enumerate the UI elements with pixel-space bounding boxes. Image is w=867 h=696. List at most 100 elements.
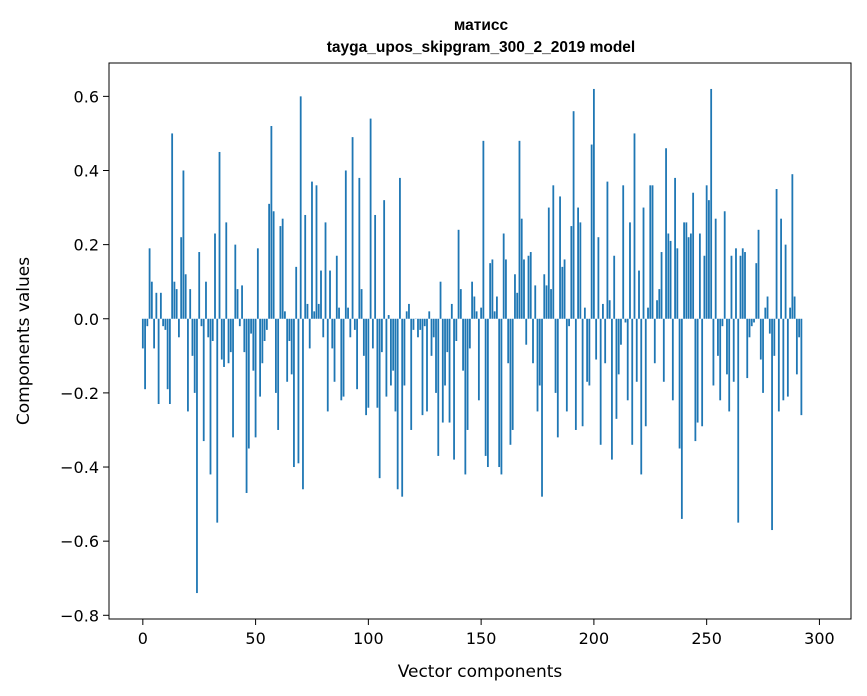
bar-27	[202, 318, 205, 442]
bar-108	[385, 318, 388, 397]
bar-186	[561, 266, 564, 319]
bar-132	[439, 281, 442, 319]
bar-23	[193, 318, 196, 393]
bar-222	[642, 207, 645, 319]
bar-147	[473, 296, 476, 319]
bar-60	[277, 318, 280, 430]
bar-254	[714, 218, 717, 319]
bar-155	[491, 259, 494, 319]
bar-286	[786, 318, 789, 397]
bar-67	[293, 318, 295, 468]
bar-119	[410, 318, 413, 430]
bar-163	[509, 318, 512, 445]
bar-3	[148, 248, 151, 319]
bar-228	[656, 300, 658, 319]
bar-284	[782, 318, 785, 401]
bar-8	[159, 292, 162, 319]
bar-59	[274, 318, 277, 393]
bar-111	[392, 318, 395, 371]
bar-38	[227, 318, 230, 364]
bar-252	[710, 88, 713, 319]
bar-205	[604, 318, 607, 364]
bar-241	[685, 222, 688, 319]
bar-17	[180, 237, 183, 319]
bar-65	[288, 318, 291, 341]
bar-29	[207, 318, 210, 338]
bar-45	[243, 318, 246, 353]
bar-150	[480, 307, 483, 319]
bar-46	[245, 318, 248, 493]
bar-219	[635, 318, 638, 382]
bar-288	[791, 174, 794, 319]
bar-123	[419, 318, 422, 330]
bar-185	[559, 196, 561, 319]
bar-160	[502, 233, 505, 319]
bar-122	[417, 318, 419, 338]
bar-204	[602, 303, 604, 319]
bar-125	[423, 318, 426, 327]
bar-197	[586, 318, 589, 382]
bar-102	[371, 318, 374, 349]
bar-56	[268, 203, 271, 319]
bar-140	[457, 229, 460, 319]
bar-291	[798, 318, 801, 338]
bar-69	[297, 318, 300, 464]
bar-276	[764, 307, 767, 319]
bar-138	[453, 318, 455, 460]
y-tick-label: 0.0	[74, 310, 99, 329]
bar-49	[252, 318, 255, 371]
bar-97	[360, 289, 363, 319]
bar-28	[205, 281, 207, 319]
bar-63	[284, 311, 286, 319]
bar-175	[536, 318, 539, 412]
bar-217	[631, 318, 634, 445]
x-tick-label: 250	[691, 629, 722, 648]
bar-250	[705, 185, 708, 319]
bar-16	[178, 318, 180, 338]
bar-5	[153, 318, 155, 349]
bar-177	[541, 318, 543, 497]
bar-13	[171, 133, 174, 319]
bar-68	[295, 266, 298, 319]
bar-75	[311, 181, 313, 319]
bar-263	[735, 248, 737, 319]
bar-162	[507, 318, 510, 364]
bar-282	[777, 318, 780, 412]
x-tick-label: 50	[245, 629, 265, 648]
bar-262	[732, 318, 735, 382]
bar-149	[477, 318, 480, 401]
bar-193	[577, 207, 579, 319]
bar-114	[399, 177, 401, 319]
bar-62	[281, 218, 284, 319]
bar-70	[299, 96, 302, 319]
bar-57	[270, 126, 273, 319]
bar-72	[304, 214, 307, 319]
bar-80	[322, 318, 325, 338]
bar-53	[261, 318, 264, 364]
y-tick-label: −0.6	[60, 532, 99, 551]
bar-55	[265, 318, 268, 330]
x-tick-label: 100	[353, 629, 384, 648]
plot-area-frame	[108, 62, 852, 620]
bar-137	[450, 303, 453, 319]
bar-47	[247, 318, 250, 449]
bar-253	[712, 318, 715, 386]
bar-142	[462, 318, 464, 371]
bar-233	[667, 233, 670, 319]
bar-58	[272, 211, 275, 319]
y-tick-label: 0.2	[74, 236, 99, 255]
bar-187	[563, 259, 566, 319]
bar-86	[335, 255, 338, 319]
bar-15	[175, 289, 178, 319]
bar-201	[595, 318, 598, 360]
bar-54	[263, 318, 266, 341]
bar-231	[662, 318, 665, 382]
bar-279	[771, 318, 773, 531]
bar-269	[748, 318, 751, 338]
bar-152	[484, 318, 487, 456]
bar-127	[428, 311, 431, 319]
bar-218	[633, 133, 636, 319]
bar-248	[701, 318, 704, 427]
bar-145	[468, 318, 471, 349]
bar-183	[554, 318, 557, 393]
